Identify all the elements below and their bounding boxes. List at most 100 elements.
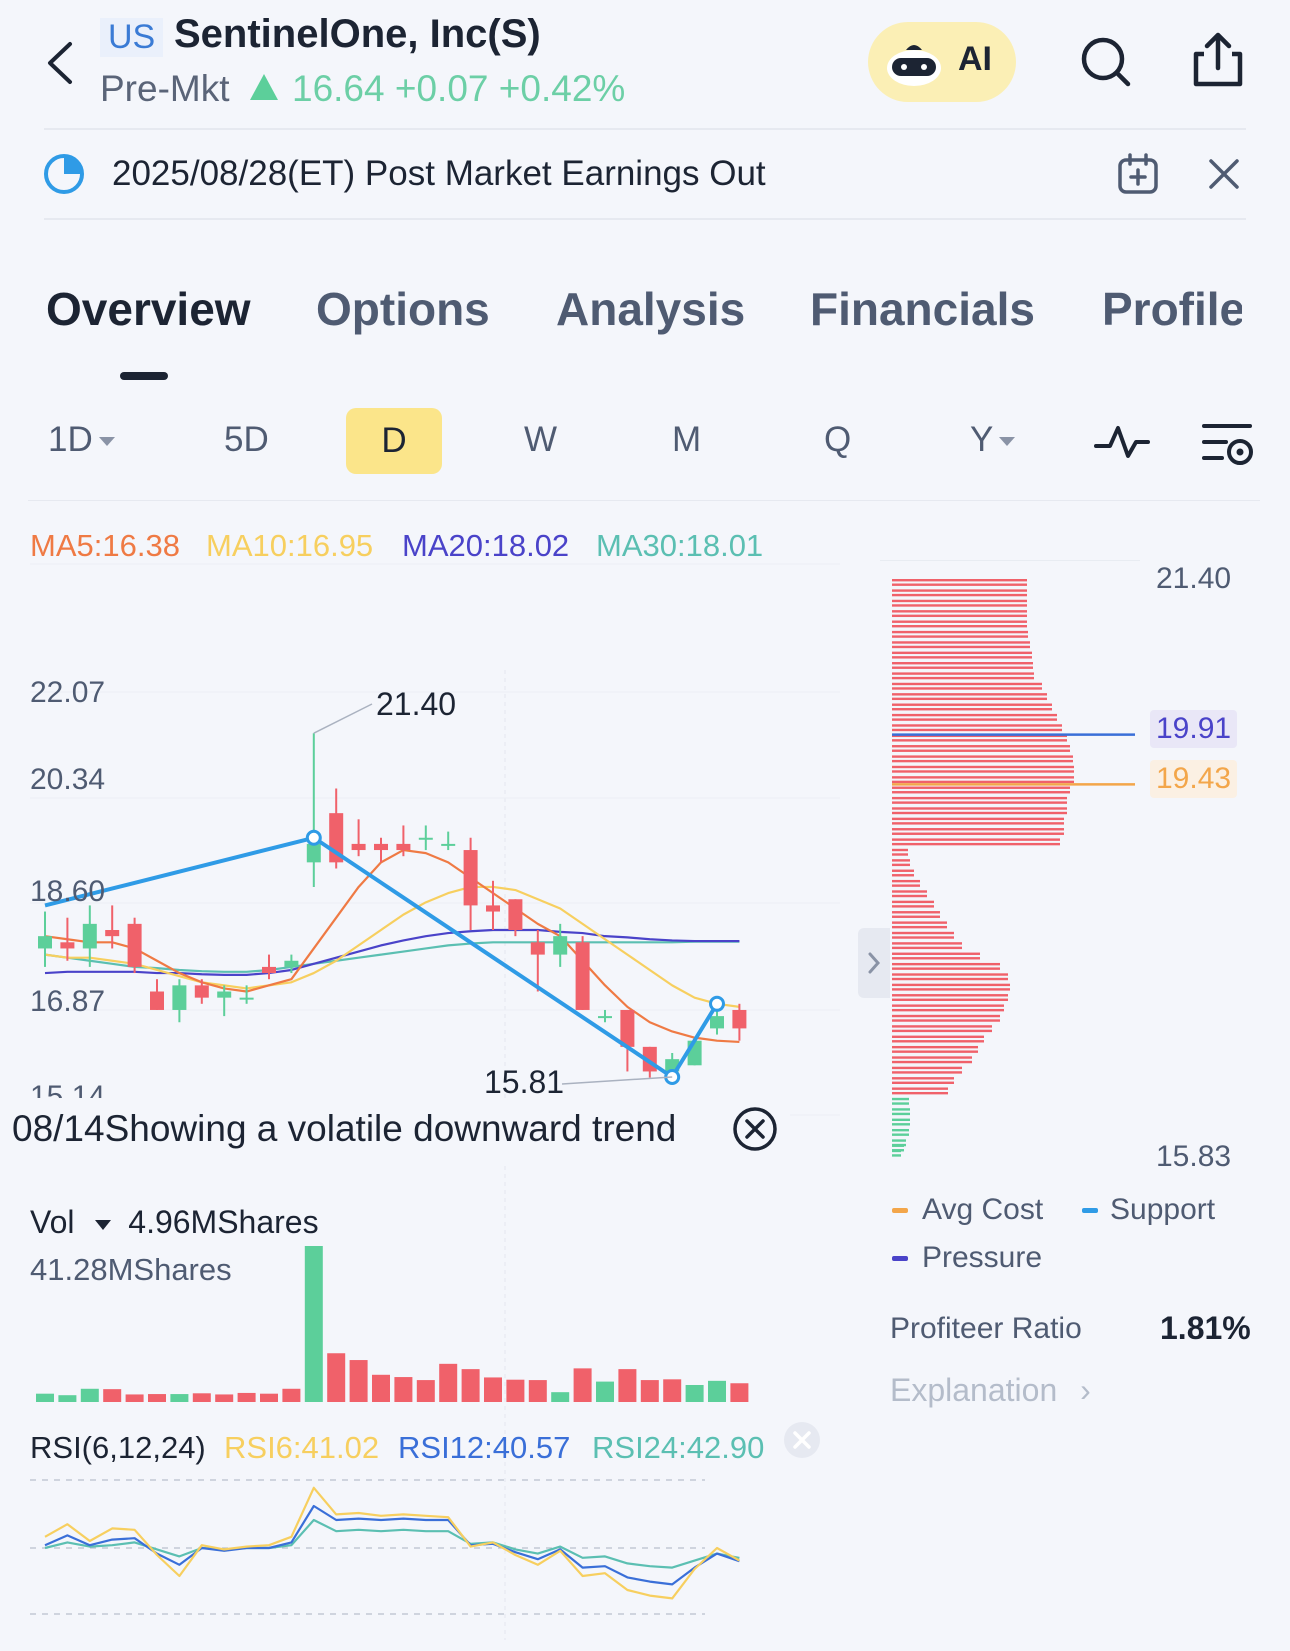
chip-bar	[892, 776, 1074, 779]
chip-bar	[892, 879, 920, 883]
chip-bar	[892, 1123, 910, 1126]
chip-bar	[892, 828, 1064, 831]
period-5d[interactable]: 5D	[224, 420, 269, 459]
tab-overview[interactable]: Overview	[46, 283, 251, 335]
chart-settings-icon[interactable]	[1200, 418, 1256, 470]
ma20-line	[44, 928, 740, 977]
chip-bar	[892, 749, 1070, 752]
chip-bar	[892, 977, 1008, 981]
chip-bar	[892, 589, 1027, 592]
chip-bar	[892, 739, 1067, 742]
chip-bar	[892, 900, 934, 904]
ma20-label: MA20:18.02	[402, 528, 570, 563]
chip-bar	[892, 1108, 910, 1111]
chip-bar	[892, 838, 1060, 841]
candle-body	[732, 1009, 747, 1029]
chip-bar	[892, 822, 1064, 825]
candle-body	[217, 991, 232, 998]
price-chart[interactable]	[0, 0, 845, 1651]
period-q[interactable]: Q	[824, 420, 852, 459]
low-annotation: 15.81	[484, 1064, 565, 1100]
chip-bar	[892, 672, 1034, 675]
chip-bar	[892, 894, 927, 898]
volume-bar	[103, 1389, 122, 1402]
add-calendar-icon[interactable]	[1116, 152, 1160, 196]
candle-body	[82, 923, 97, 949]
chip-bar	[892, 1118, 910, 1122]
explanation-link[interactable]: Explanation ›	[890, 1372, 1091, 1408]
expand-panel-button[interactable]	[858, 928, 890, 998]
search-icon[interactable]	[1078, 34, 1134, 90]
chip-bar	[892, 1050, 978, 1053]
candle-body	[575, 942, 590, 1010]
chip-bar	[892, 770, 1074, 773]
volume-bar	[260, 1393, 278, 1402]
price-axis-label: 20.34	[30, 763, 106, 796]
premarket-label: Pre-Mkt	[100, 68, 230, 109]
chip-bar	[892, 967, 1000, 970]
tab-options[interactable]: Options	[316, 283, 490, 335]
volume-bar	[170, 1394, 189, 1402]
volume-bar	[372, 1374, 390, 1402]
volume-label[interactable]: Vol 4.96MShares	[30, 1204, 319, 1240]
back-arrow-icon[interactable]	[40, 38, 80, 88]
legend-swatch	[892, 1208, 908, 1213]
rsi24-line	[44, 1518, 740, 1569]
avg-cost-price-tag: 19.43	[1150, 760, 1238, 798]
ma30-line	[44, 940, 740, 973]
chip-bar	[892, 946, 962, 950]
support-price-tag: 19.91	[1150, 710, 1238, 748]
trend-banner	[0, 1098, 790, 1162]
chip-bar	[892, 796, 1067, 800]
market-tag: US	[100, 18, 164, 57]
volume-bar	[282, 1388, 301, 1402]
chip-bar	[892, 1008, 1004, 1012]
chip-bar	[892, 1112, 910, 1116]
chip-bar	[892, 1154, 901, 1157]
chip-bar	[892, 745, 1070, 748]
candle-body	[463, 850, 478, 906]
chip-bar	[892, 759, 1073, 763]
volume-bar	[685, 1384, 704, 1402]
up-triangle-icon	[250, 74, 278, 100]
chip-bar	[892, 848, 908, 852]
tab-financials[interactable]: Financials	[810, 283, 1035, 335]
close-icon[interactable]	[1206, 156, 1242, 192]
close-circle-icon[interactable]	[782, 1420, 822, 1460]
premarket-values: 16.64 +0.07 +0.42%	[292, 68, 626, 109]
period-1d[interactable]: 1D	[48, 420, 115, 460]
chip-bar	[892, 1133, 909, 1136]
chip-bar	[892, 942, 962, 945]
chip-bar	[892, 651, 1032, 655]
chip-bar	[892, 1149, 901, 1153]
ma5-label: MA5:16.38	[30, 528, 180, 563]
period-d[interactable]: D	[346, 408, 442, 474]
rsi6-line	[44, 1486, 740, 1600]
close-circle-icon[interactable]	[732, 1106, 778, 1152]
volume-bar	[461, 1369, 480, 1402]
period-m[interactable]: M	[672, 420, 702, 459]
trend-point	[709, 995, 725, 1012]
legend-pressure: Pressure	[922, 1241, 1043, 1274]
annotation-leader	[313, 703, 373, 734]
period-y[interactable]: Y	[970, 420, 1016, 460]
tab-profile[interactable]: Profile	[1102, 283, 1242, 335]
chip-bar	[892, 724, 1062, 727]
chip-bar	[892, 791, 1070, 794]
chip-bar	[892, 994, 1008, 997]
chip-bar	[892, 641, 1030, 644]
volume-bar	[125, 1394, 144, 1402]
legend-swatch	[1082, 1208, 1098, 1213]
chip-bar	[892, 1139, 906, 1142]
share-icon[interactable]	[1190, 30, 1246, 90]
chip-distribution-chart	[880, 560, 1140, 1157]
tab-analysis[interactable]: Analysis	[556, 283, 746, 335]
chip-bar	[892, 625, 1027, 628]
candle-body	[172, 985, 187, 1010]
indicator-line-icon[interactable]	[1092, 418, 1152, 466]
candle-body	[441, 843, 456, 846]
period-w[interactable]: W	[524, 420, 558, 459]
volume-bar	[640, 1380, 659, 1402]
chip-bar	[892, 921, 947, 924]
chip-bar	[892, 983, 1010, 987]
